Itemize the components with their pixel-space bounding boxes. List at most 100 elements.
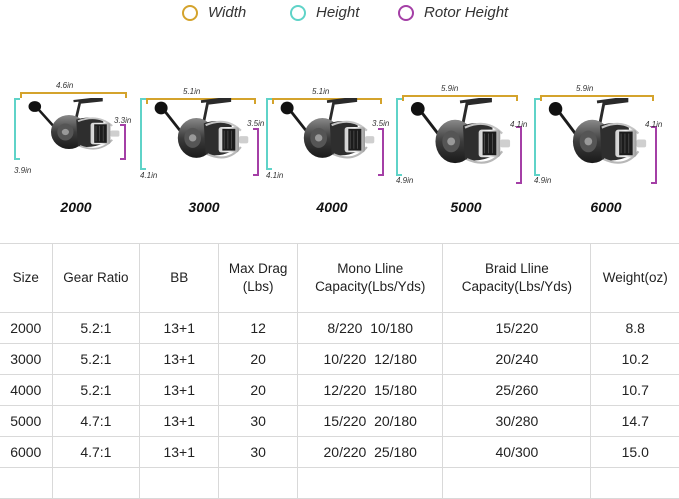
rotor-height-bracket [516, 126, 522, 184]
reel-model-label: 6000 [590, 199, 622, 215]
cell-size: 6000 [0, 436, 53, 468]
header-bb: BB [139, 243, 220, 313]
height-legend-icon [290, 4, 306, 21]
reel-model-label: 4000 [316, 199, 348, 215]
spinning-reel-image [154, 98, 249, 159]
header-braid-line: Braid Lline Capacity(Lbs/Yds) [442, 243, 592, 313]
spec-table: Size Gear Ratio BB Max Drag (Lbs) Mono L… [0, 243, 679, 499]
rotor-height-bracket [378, 128, 384, 176]
cell-braid-line: 30/280 [442, 405, 592, 437]
height-bracket [396, 98, 402, 176]
header-weight: Weight(oz) [590, 243, 679, 313]
legend-width: Width [182, 4, 246, 21]
table-row: 2000 5.2:1 13+1 12 8/220 10/180 15/220 8.8 [0, 312, 679, 344]
cell-gear-ratio: 5.2:1 [52, 374, 141, 406]
height-label: 4.9in [534, 176, 552, 185]
cell-size: 5000 [0, 405, 53, 437]
width-bracket [540, 95, 654, 101]
cell-gear-ratio: 5.2:1 [52, 343, 141, 375]
width-bracket [146, 98, 256, 104]
cell-braid-line: 40/300 [442, 436, 592, 468]
table-row: 4000 5.2:1 13+1 20 12/220 15/180 25/260 10.7 [0, 374, 679, 406]
legend-rotor-height-label: Rotor Height [424, 4, 509, 21]
spinning-reel-image [548, 98, 647, 164]
empty-cell [139, 467, 220, 499]
cell-mono-line: 20/220 25/180 [297, 436, 444, 468]
cell-size: 3000 [0, 343, 53, 375]
cell-gear-ratio: 4.7:1 [52, 405, 141, 437]
cell-bb: 13+1 [139, 436, 220, 468]
header-gear-ratio: Gear Ratio [52, 243, 141, 313]
empty-cell [0, 467, 53, 499]
width-bracket [402, 95, 518, 101]
width-label: 5.1in [183, 87, 201, 96]
cell-mono-line: 8/220 10/180 [297, 312, 444, 344]
cell-bb: 13+1 [139, 343, 220, 375]
cell-braid-line: 15/220 [442, 312, 592, 344]
cell-braid-line: 20/240 [442, 343, 592, 375]
empty-cell [52, 467, 141, 499]
width-label: 5.9in [576, 84, 594, 93]
rotor-height-legend-icon [398, 4, 414, 21]
height-bracket [14, 98, 20, 160]
rotor-height-label: 3.5in [247, 119, 265, 128]
cell-weight: 10.2 [590, 343, 679, 375]
rotor-height-label: 4.1in [645, 120, 663, 129]
cell-max-drag: 12 [218, 312, 299, 344]
rotor-height-label: 4.1in [510, 120, 528, 129]
table-header-row: Size Gear Ratio BB Max Drag (Lbs) Mono L… [0, 243, 679, 313]
rotor-height-bracket [253, 128, 259, 176]
cell-mono-line: 15/220 20/180 [297, 405, 444, 437]
header-max-drag: Max Drag (Lbs) [218, 243, 299, 313]
cell-bb: 13+1 [139, 312, 220, 344]
cell-max-drag: 30 [218, 436, 299, 468]
table-row: 5000 4.7:1 13+1 30 15/220 20/180 30/280 14.7 [0, 405, 679, 437]
cell-bb: 13+1 [139, 405, 220, 437]
empty-cell [218, 467, 299, 499]
width-legend-icon [182, 4, 198, 21]
height-label: 3.9in [14, 166, 32, 175]
cell-mono-line: 10/220 12/180 [297, 343, 444, 375]
empty-cell [297, 467, 444, 499]
height-label: 4.9in [396, 176, 414, 185]
cell-weight: 15.0 [590, 436, 679, 468]
width-bracket [272, 98, 382, 104]
spinning-reel-image [410, 98, 511, 164]
width-label: 4.6in [56, 81, 74, 90]
legend-height-label: Height [316, 4, 360, 21]
header-mono-line: Mono Lline Capacity(Lbs/Yds) [297, 243, 444, 313]
legend-height: Height [290, 4, 359, 21]
rotor-height-label: 3.5in [372, 119, 390, 128]
reel-model-label: 5000 [450, 199, 482, 215]
table-row-empty [0, 467, 679, 499]
cell-gear-ratio: 5.2:1 [52, 312, 141, 344]
height-label: 4.1in [266, 171, 284, 180]
cell-weight: 8.8 [590, 312, 679, 344]
cell-max-drag: 20 [218, 343, 299, 375]
reel-model-label: 2000 [60, 199, 92, 215]
height-label: 4.1in [140, 171, 158, 180]
cell-size: 2000 [0, 312, 53, 344]
width-label: 5.1in [312, 87, 330, 96]
width-label: 5.9in [441, 84, 459, 93]
rotor-height-label: 3.3in [114, 116, 132, 125]
height-bracket [266, 98, 272, 170]
cell-size: 4000 [0, 374, 53, 406]
legend-width-label: Width [208, 4, 247, 21]
rotor-height-bracket [120, 124, 126, 160]
cell-gear-ratio: 4.7:1 [52, 436, 141, 468]
spinning-reel-image [280, 98, 375, 159]
height-bracket [534, 98, 540, 176]
width-bracket [20, 92, 127, 98]
height-bracket [140, 98, 146, 170]
cell-mono-line: 12/220 15/180 [297, 374, 444, 406]
reel-model-label: 3000 [188, 199, 220, 215]
cell-bb: 13+1 [139, 374, 220, 406]
table-row: 3000 5.2:1 13+1 20 10/220 12/180 20/240 10.2 [0, 343, 679, 375]
cell-braid-line: 25/260 [442, 374, 592, 406]
spinning-reel-image [28, 98, 120, 150]
header-size: Size [0, 243, 53, 313]
legend-rotor-height: Rotor Height [398, 4, 508, 21]
empty-cell [442, 467, 592, 499]
dimension-legend: Width Height Rotor Height [0, 4, 679, 26]
